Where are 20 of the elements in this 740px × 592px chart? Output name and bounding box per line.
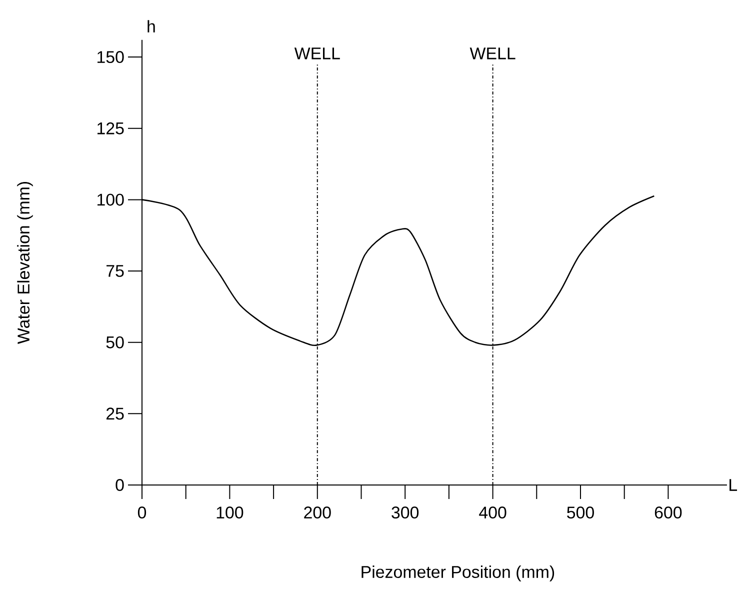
y-tick-label: 25 xyxy=(106,408,124,420)
y-tick-label: 150 xyxy=(98,51,124,64)
x-tick-label: 300 xyxy=(392,506,419,519)
text: h xyxy=(148,20,155,32)
ref-line-label: WELL xyxy=(470,48,516,60)
y-axis-title: Water Elevation (mm) xyxy=(17,182,33,344)
y-tick-label: 100 xyxy=(98,194,124,206)
y-tick-label: 75 xyxy=(106,265,124,277)
x-tick-label: 100 xyxy=(216,506,244,519)
ref-line-label: WELL xyxy=(294,48,340,60)
y-tick-label: 0 xyxy=(116,479,124,491)
y-tick-label: 125 xyxy=(98,122,124,134)
x-tick-label: 400 xyxy=(479,506,506,519)
y-tick-label: 50 xyxy=(106,336,124,348)
text: L xyxy=(730,479,738,491)
x-axis-title: Piezometer Position (mm) xyxy=(362,566,554,582)
x-tick-label: 600 xyxy=(654,506,682,519)
x-tick-label: 500 xyxy=(567,506,594,519)
x-tick-label: 200 xyxy=(304,506,331,519)
x-tick-label: 0 xyxy=(138,506,146,519)
